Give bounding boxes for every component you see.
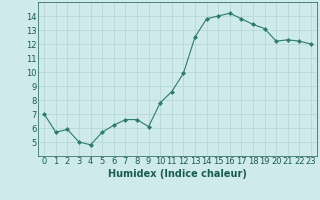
X-axis label: Humidex (Indice chaleur): Humidex (Indice chaleur) xyxy=(108,169,247,179)
